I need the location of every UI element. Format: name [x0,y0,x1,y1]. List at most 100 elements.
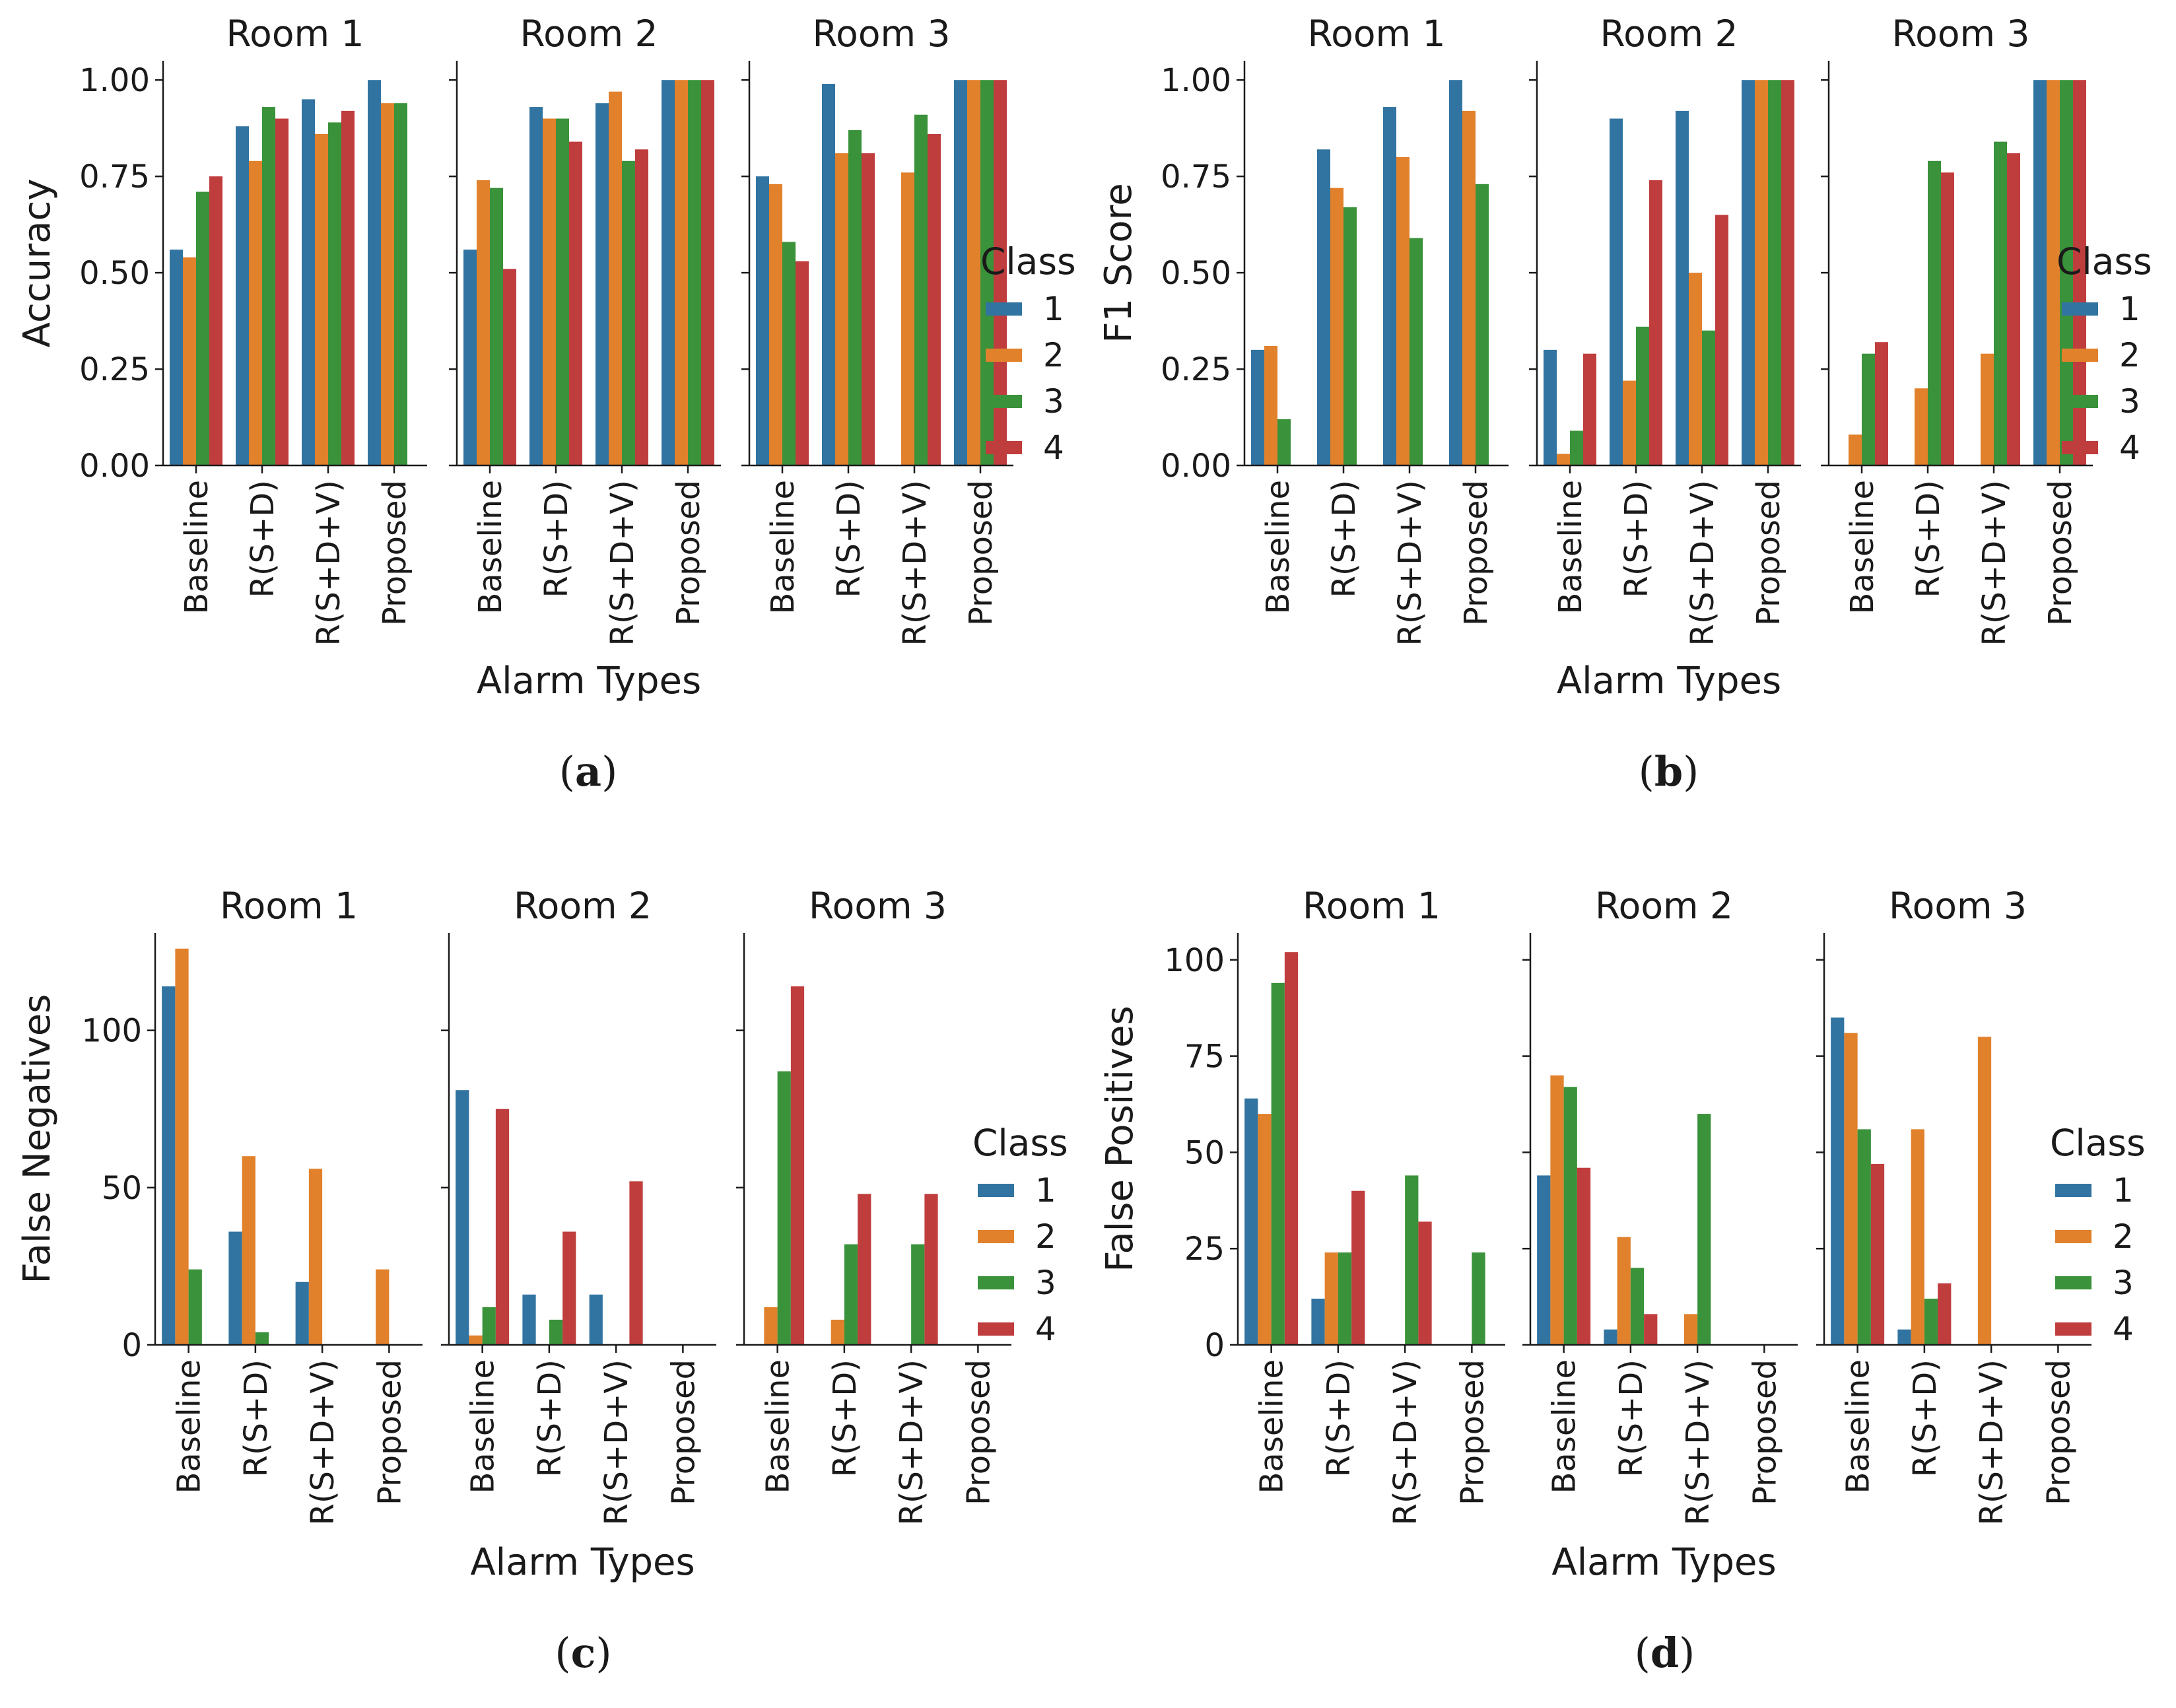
bar-class-3-r-s-d-v- [914,114,928,465]
bar-class-2-r-s-d-v- [609,91,622,465]
bar-class-3-r-s-d- [1924,1299,1938,1345]
bar-class-4-proposed [1781,80,1794,465]
x-tick-label: Proposed [665,1359,702,1505]
legend-label: 2 [1043,336,1064,374]
bar-class-2-r-s-d- [1915,388,1928,465]
bar-class-4-baseline [1284,952,1299,1345]
bar-class-2-r-s-d-v- [901,172,914,465]
bar-class-4-baseline [503,269,516,465]
facet-room-2: Room 2 Baseline R(S+D) R(S+D+V) Proposed [441,885,716,1526]
bar-class-2-baseline [1550,1075,1564,1345]
facet-title: Room 3 [809,885,947,927]
bar-class-4-r-s-d-v- [1715,215,1728,465]
legend-title: Class [2050,1122,2146,1164]
legend-label: 1 [1043,290,1064,328]
y-tick-label: 0.00 [1161,448,1231,485]
bar-class-2-r-s-d-v- [1683,1314,1698,1345]
x-tick-label: R(S+D+V) [1973,1359,2010,1526]
x-tick-label: Baseline [171,1359,208,1494]
bar-class-1-r-s-d- [522,1294,536,1345]
bar-class-3-proposed [1476,184,1489,465]
y-tick-label: 50 [1184,1134,1225,1171]
y-tick-label: 50 [102,1170,142,1207]
x-axis-title: Alarm Types [470,1541,695,1584]
bar-class-2-proposed [1462,110,1476,465]
bar-class-4-r-s-d-v- [1418,1221,1432,1345]
x-tick-label: R(S+D) [1618,480,1655,598]
bar-class-2-proposed [376,1269,390,1345]
bar-class-1-baseline [463,250,477,465]
facet-room-1: Room 1 0 50 100 Baseline R(S+D) R(S+D+V) Propos… [81,885,423,1526]
bar-class-3-r-s-d- [255,1332,269,1345]
bar-class-1-r-s-d- [529,107,543,466]
bar-class-3-baseline [490,188,503,465]
facet-title: Room 3 [1891,13,2029,55]
panel-caption: (c) [555,1629,611,1677]
bar-class-1-baseline [456,1090,469,1345]
facet-title: Room 2 [520,13,658,55]
bar-class-3-proposed [1768,80,1781,465]
legend: Class 1 2 3 4 [972,1122,1068,1348]
bar-class-2-r-s-d- [835,153,848,465]
x-tick-label: R(S+D) [538,480,575,598]
x-tick-label: R(S+D+V) [893,1359,930,1526]
bar-class-3-r-s-d- [1338,1252,1352,1345]
x-tick-label: Proposed [1458,480,1495,626]
bar-class-3-r-s-d-v- [1702,330,1715,465]
bar-class-4-baseline [209,176,222,465]
bar-class-3-proposed [2060,80,2073,465]
bar-class-2-baseline [1844,1033,1858,1345]
facet-room-3: Room 3 Baseline R(S+D) R(S+D+V) Proposed [1821,13,2093,646]
legend-label: 1 [2119,290,2140,328]
facet-title: Room 3 [812,13,950,55]
legend-label: 2 [2113,1217,2134,1256]
x-tick-label: R(S+D+V) [604,480,641,646]
legend-label: 4 [2119,428,2140,467]
legend-label: 3 [1035,1264,1056,1302]
x-tick-label: Proposed [670,480,707,626]
bar-class-4-r-s-d- [275,118,289,466]
legend-swatch-4 [978,1322,1014,1336]
bar-class-4-baseline [1577,1167,1591,1345]
legend-label: 3 [2119,382,2140,421]
facet-room-2: Room 2 Baseline R(S+D) R(S+D+V) Proposed [1529,13,1801,646]
facet-title: Room 1 [1303,885,1441,927]
legend: Class 1 2 3 4 [2050,1122,2146,1348]
bar-class-4-r-s-d- [862,153,875,465]
bar-class-1-proposed [1742,80,1755,465]
bar-class-2-baseline [469,1335,483,1345]
bar-class-2-r-s-d- [1330,188,1343,465]
chart-panel-b: Room 1 0.00 0.25 0.50 0.75 1.00 Baseline R(S+D)… [1097,13,2152,796]
bar-class-1-r-s-d-v- [295,1281,309,1345]
legend-swatch-3 [2062,395,2098,408]
bar-class-2-baseline [1849,434,1862,465]
bar-class-3-baseline [1271,982,1285,1345]
x-axis-title: Alarm Types [1551,1541,1776,1584]
x-tick-label: R(S+D) [1907,1359,1944,1477]
bar-class-4-baseline [1870,1163,1885,1345]
chart-panel-a: Room 1 0.00 0.25 0.50 0.75 1.00 Baseline R(S+D)… [16,13,1076,796]
facet-title: Room 2 [1600,13,1738,55]
bar-class-4-proposed [701,80,714,465]
x-tick-label: Baseline [1844,480,1881,615]
bar-class-3-baseline [1570,430,1583,465]
chart-panel-c: Room 1 0 50 100 Baseline R(S+D) R(S+D+V) Propos… [16,885,1068,1677]
bar-class-1-r-s-d-v- [1676,110,1689,465]
bar-class-2-r-s-d-v- [1396,156,1410,465]
x-tick-label: Baseline [472,480,509,615]
bar-class-2-r-s-d-v- [1689,273,1702,465]
y-tick-label: 0.25 [1161,351,1231,388]
bar-class-3-r-s-d- [556,118,569,466]
bar-class-3-baseline [196,191,209,465]
bar-class-2-r-s-d-v- [308,1169,323,1345]
legend: Class 1 2 3 4 [2057,240,2152,467]
bar-class-2-baseline [1258,1114,1272,1345]
bar-class-2-baseline [1557,454,1570,465]
x-tick-label: Baseline [1546,1359,1583,1494]
legend-label: 4 [1035,1310,1056,1348]
x-tick-label: R(S+D) [244,480,281,598]
bar-class-1-r-s-d- [1604,1329,1617,1345]
bar-class-4-r-s-d- [1351,1190,1365,1345]
bar-class-4-baseline [790,986,805,1345]
bar-class-1-proposed [368,80,381,465]
